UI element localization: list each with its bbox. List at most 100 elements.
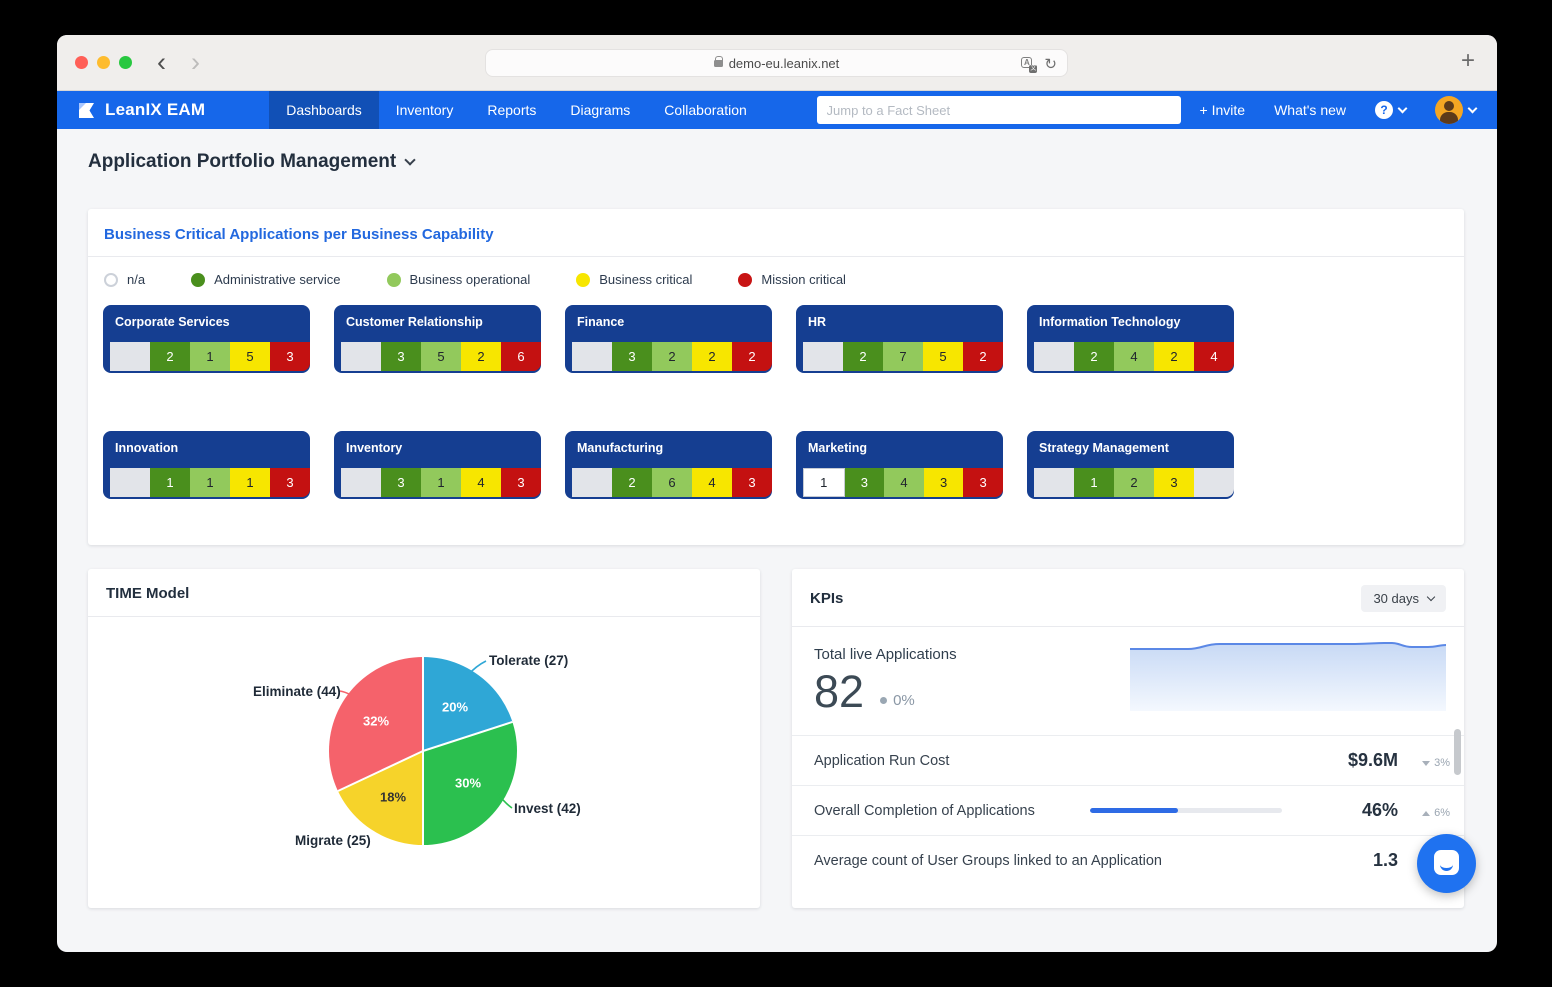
- capability-card-innovation[interactable]: Innovation 1 1 1 3: [103, 431, 310, 499]
- translate-icon[interactable]: A 文: [1021, 56, 1038, 73]
- segment-na[interactable]: [803, 342, 843, 371]
- reload-icon[interactable]: ↻: [1044, 56, 1057, 73]
- tab-inventory[interactable]: Inventory: [395, 102, 454, 118]
- chat-launcher-button[interactable]: [1417, 834, 1476, 893]
- segment-administrative[interactable]: 3: [381, 468, 421, 497]
- legend-item-business-operational[interactable]: Business operational: [386, 272, 530, 287]
- segment-critical[interactable]: 4: [692, 468, 732, 497]
- new-tab-button[interactable]: +: [1460, 47, 1475, 74]
- segment-administrative[interactable]: 1: [1074, 468, 1114, 497]
- capability-header[interactable]: HR: [808, 315, 827, 329]
- segment-operational[interactable]: 2: [652, 342, 692, 371]
- segment-administrative[interactable]: 2: [1074, 342, 1114, 371]
- segment-critical[interactable]: 5: [230, 342, 270, 371]
- tab-collaboration[interactable]: Collaboration: [664, 102, 747, 118]
- help-menu[interactable]: ?: [1375, 101, 1408, 119]
- capability-header[interactable]: Information Technology: [1039, 315, 1181, 329]
- segment-critical[interactable]: 3: [923, 468, 964, 497]
- close-window-button[interactable]: [75, 56, 88, 69]
- segment-critical[interactable]: 2: [1154, 342, 1194, 371]
- segment-na[interactable]: [110, 342, 150, 371]
- segment-operational[interactable]: 6: [652, 468, 692, 497]
- tab-diagrams[interactable]: Diagrams: [570, 102, 631, 118]
- segment-mission[interactable]: 3: [270, 468, 310, 497]
- segment-operational[interactable]: 1: [421, 468, 461, 497]
- segment-na[interactable]: 1: [803, 468, 845, 497]
- page-title-chevron-icon[interactable]: [404, 154, 416, 166]
- segment-mission[interactable]: 3: [270, 342, 310, 371]
- time-model-pie[interactable]: 20% 30% 18% 32%: [329, 657, 517, 845]
- legend-item-business-critical[interactable]: Business critical: [576, 272, 692, 287]
- legend-item-na[interactable]: n/a: [104, 272, 145, 287]
- segment-na[interactable]: [341, 468, 381, 497]
- leanix-brand[interactable]: LeanIX EAM: [57, 100, 205, 121]
- segment-mission[interactable]: 4: [1194, 342, 1234, 371]
- segment-administrative[interactable]: 2: [150, 342, 190, 371]
- segment-mission[interactable]: 3: [501, 468, 541, 497]
- legend-item-mission-critical[interactable]: Mission critical: [738, 272, 846, 287]
- minimize-window-button[interactable]: [97, 56, 110, 69]
- segment-critical[interactable]: 2: [692, 342, 732, 371]
- zoom-window-button[interactable]: [119, 56, 132, 69]
- whats-new-link[interactable]: What's new: [1274, 102, 1346, 118]
- segment-mission[interactable]: 3: [963, 468, 1003, 497]
- capability-card-hr[interactable]: HR 2 7 5 2: [796, 305, 1003, 373]
- capability-header[interactable]: Inventory: [346, 441, 403, 455]
- capability-header[interactable]: Corporate Services: [115, 315, 230, 329]
- segment-operational[interactable]: 4: [884, 468, 924, 497]
- scrollbar-thumb[interactable]: [1454, 729, 1461, 775]
- segment-na[interactable]: [1034, 468, 1074, 497]
- capability-card-marketing[interactable]: Marketing 1 3 4 3 3: [796, 431, 1003, 499]
- segment-mission[interactable]: 2: [963, 342, 1003, 371]
- address-bar[interactable]: demo-eu.leanix.net A 文 ↻: [485, 49, 1068, 77]
- capability-card-manufacturing[interactable]: Manufacturing 2 6 4 3: [565, 431, 772, 499]
- segment-na[interactable]: [572, 468, 612, 497]
- segment-na[interactable]: [1194, 468, 1234, 497]
- segment-operational[interactable]: 7: [883, 342, 923, 371]
- segment-operational[interactable]: 5: [421, 342, 461, 371]
- segment-mission[interactable]: 6: [501, 342, 541, 371]
- segment-mission[interactable]: 3: [732, 468, 772, 497]
- segment-critical[interactable]: 4: [461, 468, 501, 497]
- invite-button[interactable]: + Invite: [1199, 102, 1246, 118]
- segment-na[interactable]: [341, 342, 381, 371]
- user-menu[interactable]: [1435, 96, 1478, 124]
- capability-card-information-technology[interactable]: Information Technology 2 4 2 4: [1027, 305, 1234, 373]
- segment-operational[interactable]: 1: [190, 468, 230, 497]
- capability-card-strategy-management[interactable]: Strategy Management 1 2 3: [1027, 431, 1234, 499]
- segment-mission[interactable]: 2: [732, 342, 772, 371]
- fact-sheet-search-input[interactable]: [816, 96, 1181, 124]
- segment-administrative[interactable]: 1: [150, 468, 190, 497]
- capability-header[interactable]: Innovation: [115, 441, 179, 455]
- capability-header[interactable]: Customer Relationship: [346, 315, 483, 329]
- segment-administrative[interactable]: 2: [612, 468, 652, 497]
- capability-card-finance[interactable]: Finance 3 2 2 2: [565, 305, 772, 373]
- capability-card-customer-relationship[interactable]: Customer Relationship 3 5 2 6: [334, 305, 541, 373]
- capability-header[interactable]: Strategy Management: [1039, 441, 1169, 455]
- segment-na[interactable]: [110, 468, 150, 497]
- segment-critical[interactable]: 5: [923, 342, 963, 371]
- segment-critical[interactable]: 3: [1154, 468, 1194, 497]
- period-select[interactable]: 30 days: [1361, 585, 1446, 612]
- segment-administrative[interactable]: 3: [381, 342, 421, 371]
- capability-header[interactable]: Marketing: [808, 441, 868, 455]
- capability-card-inventory[interactable]: Inventory 3 1 4 3: [334, 431, 541, 499]
- browser-back-button[interactable]: ‹: [157, 47, 166, 77]
- segment-administrative[interactable]: 2: [843, 342, 883, 371]
- segment-operational[interactable]: 2: [1114, 468, 1154, 497]
- capability-card-corporate-services[interactable]: Corporate Services 2 1 5 3: [103, 305, 310, 373]
- tab-reports[interactable]: Reports: [487, 102, 537, 118]
- segment-administrative[interactable]: 3: [612, 342, 652, 371]
- segment-critical[interactable]: 2: [461, 342, 501, 371]
- segment-critical[interactable]: 1: [230, 468, 270, 497]
- tab-dashboards[interactable]: Dashboards: [269, 91, 379, 129]
- segment-operational[interactable]: 4: [1114, 342, 1154, 371]
- capability-header[interactable]: Finance: [577, 315, 625, 329]
- legend-item-administrative-service[interactable]: Administrative service: [191, 272, 341, 287]
- capability-header[interactable]: Manufacturing: [577, 441, 664, 455]
- segment-na[interactable]: [572, 342, 612, 371]
- segment-na[interactable]: [1034, 342, 1074, 371]
- browser-forward-button[interactable]: ›: [191, 47, 200, 77]
- segment-administrative[interactable]: 3: [844, 468, 885, 497]
- segment-operational[interactable]: 1: [190, 342, 230, 371]
